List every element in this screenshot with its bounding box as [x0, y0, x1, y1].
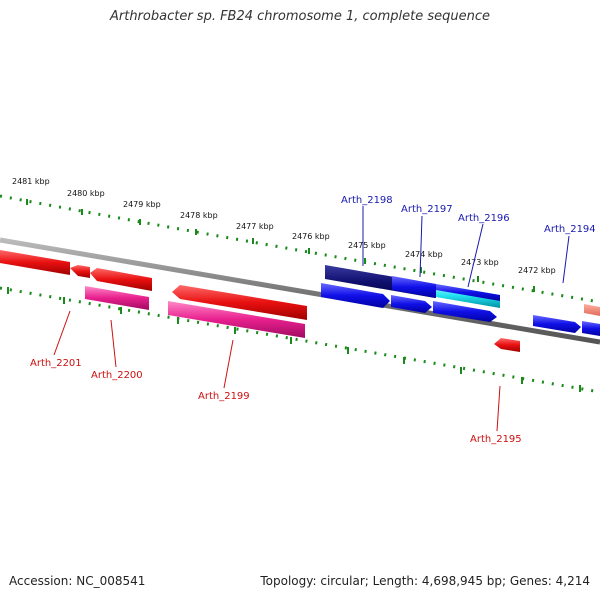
kbp-label-2474: 2474 kbp — [405, 250, 443, 259]
topology-text: Topology: circular; Length: 4,698,945 bp… — [260, 574, 590, 588]
cds-arth-2194[interactable] — [533, 315, 581, 333]
gene-right-edge-salmon[interactable] — [584, 304, 600, 316]
inner-major-ticks — [7, 287, 581, 392]
cds-arth-2200[interactable] — [85, 286, 149, 310]
outer-major-ticks — [26, 199, 535, 292]
cds-arth-2199[interactable] — [168, 301, 305, 338]
kbp-label-2472: 2472 kbp — [518, 266, 556, 275]
gene-label-arth-2194[interactable]: Arth_2194 — [544, 224, 596, 235]
gene-arrow-arth-2196-blue[interactable] — [436, 284, 500, 301]
gene-label-arth-2198[interactable]: Arth_2198 — [341, 195, 393, 206]
map-title: Arthrobacter sp. FB24 chromosome 1, comp… — [109, 9, 491, 24]
cds-right-edge[interactable] — [582, 321, 600, 336]
kbp-label-2475: 2475 kbp — [348, 241, 386, 250]
gene-label-arth-2195[interactable]: Arth_2195 — [470, 434, 522, 445]
kbp-label-2479: 2479 kbp — [123, 200, 161, 209]
kbp-label-2481: 2481 kbp — [12, 177, 50, 186]
outer-tick-ring — [0, 194, 600, 304]
leader-lines-red — [53, 310, 501, 432]
cds-arth-2196[interactable] — [433, 301, 497, 322]
gene-arrow-small-left[interactable] — [70, 265, 90, 278]
gene-label-arth-2200[interactable]: Arth_2200 — [91, 370, 143, 381]
chromosome-backbone — [0, 237, 600, 345]
gene-label-arth-2197[interactable]: Arth_2197 — [401, 204, 453, 215]
gene-arrow-arth-2200[interactable] — [90, 268, 152, 291]
gene-arrow-arth-2197[interactable] — [392, 276, 436, 298]
gene-label-arth-2196[interactable]: Arth_2196 — [458, 213, 510, 224]
leader-lines-blue — [362, 206, 570, 288]
gene-arrow-arth-2201[interactable] — [0, 250, 70, 275]
kbp-label-2480: 2480 kbp — [67, 189, 105, 198]
kbp-label-2477: 2477 kbp — [236, 222, 274, 231]
kbp-label-2476: 2476 kbp — [292, 232, 330, 241]
gene-label-arth-2201[interactable]: Arth_2201 — [30, 358, 82, 369]
kbp-label-2478: 2478 kbp — [180, 211, 218, 220]
gene-label-arth-2199[interactable]: Arth_2199 — [198, 391, 250, 402]
cds-arth-2197[interactable] — [391, 295, 432, 313]
cds-arth-2198[interactable] — [321, 283, 390, 308]
gene-arrow-arth-2199[interactable] — [172, 285, 307, 320]
kbp-label-2473: 2473 kbp — [461, 258, 499, 267]
accession-text: Accession: NC_008541 — [9, 574, 146, 588]
gene-arrow-arth-2195[interactable] — [494, 338, 520, 352]
